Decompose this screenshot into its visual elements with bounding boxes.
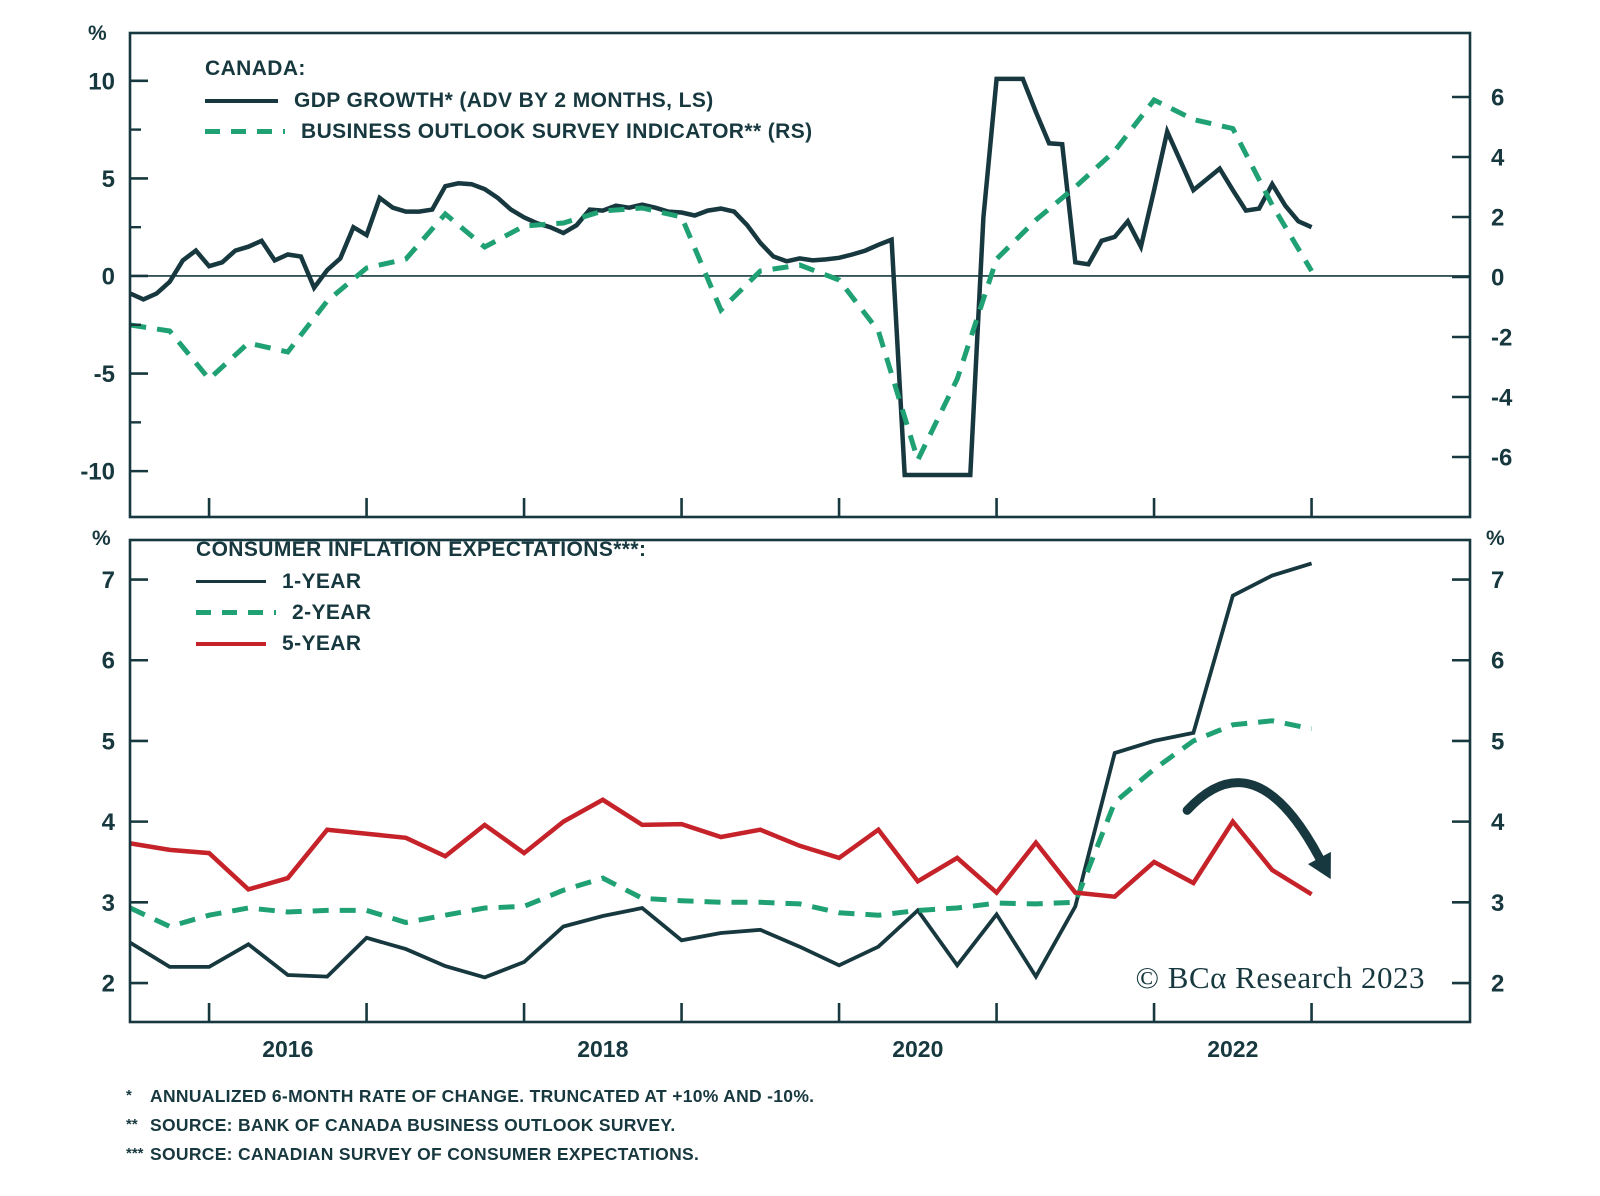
top-legend: CANADA: GDP GROWTH* (ADV BY 2 MONTHS, LS… bbox=[205, 57, 813, 151]
bottom-panel-axes: 7 6 5 4 3 2 7 6 5 4 3 2 2016 2018 2020 2022 bbox=[102, 567, 1505, 1062]
top-legend-title: CANADA: bbox=[205, 57, 306, 80]
svg-text:-2: -2 bbox=[1491, 324, 1512, 351]
5-year-line bbox=[129, 797, 1313, 900]
svg-text:0: 0 bbox=[102, 263, 115, 290]
footnote-3: *** SOURCE: CANADIAN SURVEY OF CONSUMER … bbox=[126, 1144, 700, 1164]
legend-row-gdp: GDP GROWTH* (ADV BY 2 MONTHS, LS) bbox=[205, 89, 813, 112]
bos-line-swatch bbox=[205, 129, 285, 134]
svg-text:5: 5 bbox=[1491, 728, 1504, 755]
svg-text:0: 0 bbox=[1491, 264, 1504, 291]
bottom-legend: CONSUMER INFLATION EXPECTATIONS***: 1-YE… bbox=[196, 538, 646, 663]
svg-text:7: 7 bbox=[1491, 567, 1504, 594]
svg-text:-6: -6 bbox=[1491, 444, 1512, 471]
gdp-line-swatch bbox=[205, 98, 278, 103]
svg-text:-5: -5 bbox=[94, 361, 115, 388]
business-outlook-survey-indicator-rs-line bbox=[129, 96, 1314, 467]
bottom-panel-border bbox=[128, 538, 1472, 1024]
one-year-line-swatch bbox=[196, 580, 266, 583]
gdp-growth-adv-by-2-months-ls-line bbox=[129, 76, 1313, 478]
one-year-line-label: 1-YEAR bbox=[282, 569, 362, 593]
bos-line-label: BUSINESS OUTLOOK SURVEY INDICATOR** (RS) bbox=[301, 119, 813, 143]
svg-text:7: 7 bbox=[102, 567, 115, 594]
svg-text:2: 2 bbox=[1491, 204, 1504, 231]
top-left-percent-label: % bbox=[88, 22, 107, 45]
svg-text:2016: 2016 bbox=[262, 1036, 313, 1062]
svg-text:2018: 2018 bbox=[577, 1036, 628, 1062]
2-year-line bbox=[129, 718, 1313, 930]
footnote-1: * ANNUALIZED 6-MONTH RATE OF CHANGE. TRU… bbox=[126, 1086, 815, 1106]
five-year-line-swatch bbox=[196, 641, 266, 646]
bottom-left-percent-label: % bbox=[92, 527, 111, 550]
bottom-right-percent-label: % bbox=[1486, 527, 1505, 550]
bca-research-watermark: © BCα Research 2023 bbox=[1135, 960, 1425, 995]
1-year-line bbox=[129, 561, 1313, 981]
svg-text:10: 10 bbox=[88, 68, 115, 95]
legend-row-bos: BUSINESS OUTLOOK SURVEY INDICATOR** (RS) bbox=[205, 120, 813, 143]
bottom-legend-title: CONSUMER INFLATION EXPECTATIONS***: bbox=[196, 538, 647, 561]
svg-text:3: 3 bbox=[102, 890, 115, 917]
footnote-2: ** SOURCE: BANK OF CANADA BUSINESS OUTLO… bbox=[126, 1115, 676, 1135]
top-panel-axes: 10 5 0 -5 -10 6 4 2 0 -2 -4 -6 bbox=[80, 68, 1513, 517]
svg-text:2020: 2020 bbox=[892, 1036, 943, 1062]
svg-text:6: 6 bbox=[1491, 84, 1504, 111]
svg-text:2022: 2022 bbox=[1207, 1036, 1258, 1062]
svg-text:2: 2 bbox=[102, 971, 115, 998]
svg-text:5: 5 bbox=[102, 728, 115, 755]
svg-text:3: 3 bbox=[1491, 890, 1504, 917]
bottom-panel bbox=[128, 538, 1472, 1024]
svg-text:4: 4 bbox=[102, 809, 116, 836]
svg-text:6: 6 bbox=[102, 648, 115, 675]
svg-text:6: 6 bbox=[1491, 648, 1504, 675]
gdp-line-label: GDP GROWTH* (ADV BY 2 MONTHS, LS) bbox=[294, 88, 714, 112]
svg-text:-4: -4 bbox=[1491, 384, 1513, 411]
five-year-line-label: 5-YEAR bbox=[282, 631, 362, 655]
svg-text:-10: -10 bbox=[80, 459, 115, 486]
legend-row-2-year: 2-YEAR bbox=[196, 601, 646, 624]
legend-row-5-year: 5-YEAR bbox=[196, 632, 646, 655]
two-year-line-swatch bbox=[196, 610, 276, 615]
svg-text:2: 2 bbox=[1491, 971, 1504, 998]
svg-text:5: 5 bbox=[102, 166, 115, 193]
svg-text:4: 4 bbox=[1491, 809, 1505, 836]
footnotes: * ANNUALIZED 6-MONTH RATE OF CHANGE. TRU… bbox=[126, 1086, 814, 1173]
svg-text:4: 4 bbox=[1491, 144, 1505, 171]
legend-row-1-year: 1-YEAR bbox=[196, 570, 646, 593]
two-year-line-label: 2-YEAR bbox=[292, 600, 372, 624]
downturn-arrow bbox=[1182, 778, 1331, 880]
